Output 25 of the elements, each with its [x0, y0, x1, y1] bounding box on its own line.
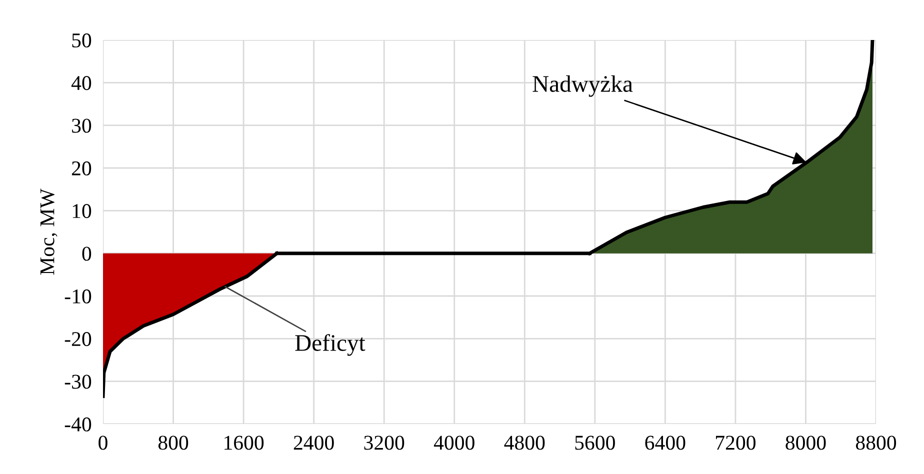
y-tick-label: 20 — [72, 161, 92, 176]
x-tick-label: 1600 — [224, 436, 264, 450]
x-tick-label: 800 — [158, 436, 188, 450]
x-tick-label: 3200 — [364, 436, 404, 450]
x-tick-label: 4000 — [434, 436, 474, 450]
y-tick-label: 40 — [71, 76, 92, 90]
annotation: Nadwyżka — [532, 75, 633, 97]
y-axis-title: Moc, MW — [40, 188, 58, 275]
x-tick-label: 5600 — [575, 436, 615, 450]
x-tick-label: 7200 — [716, 436, 756, 450]
x-tick-label: 2400 — [294, 436, 334, 450]
x-tick-label: 8800 — [856, 436, 896, 450]
x-tick-label: 6400 — [645, 436, 686, 450]
y-tick-label: 0 — [82, 246, 92, 261]
x-tick-label: 4800 — [504, 436, 545, 450]
y-tick-label: -20 — [64, 332, 92, 346]
y-tick-label: -30 — [64, 374, 92, 389]
y-tick-label: 50 — [72, 33, 92, 48]
annotation: Deficyt — [295, 334, 366, 356]
y-tick-label: 10 — [72, 204, 92, 218]
x-tick-label: 0 — [98, 436, 108, 450]
y-tick-label: 30 — [72, 118, 92, 133]
x-tick-label: 8000 — [786, 436, 826, 450]
y-tick-label: -10 — [64, 289, 92, 304]
y-tick-label: -40 — [64, 417, 92, 432]
